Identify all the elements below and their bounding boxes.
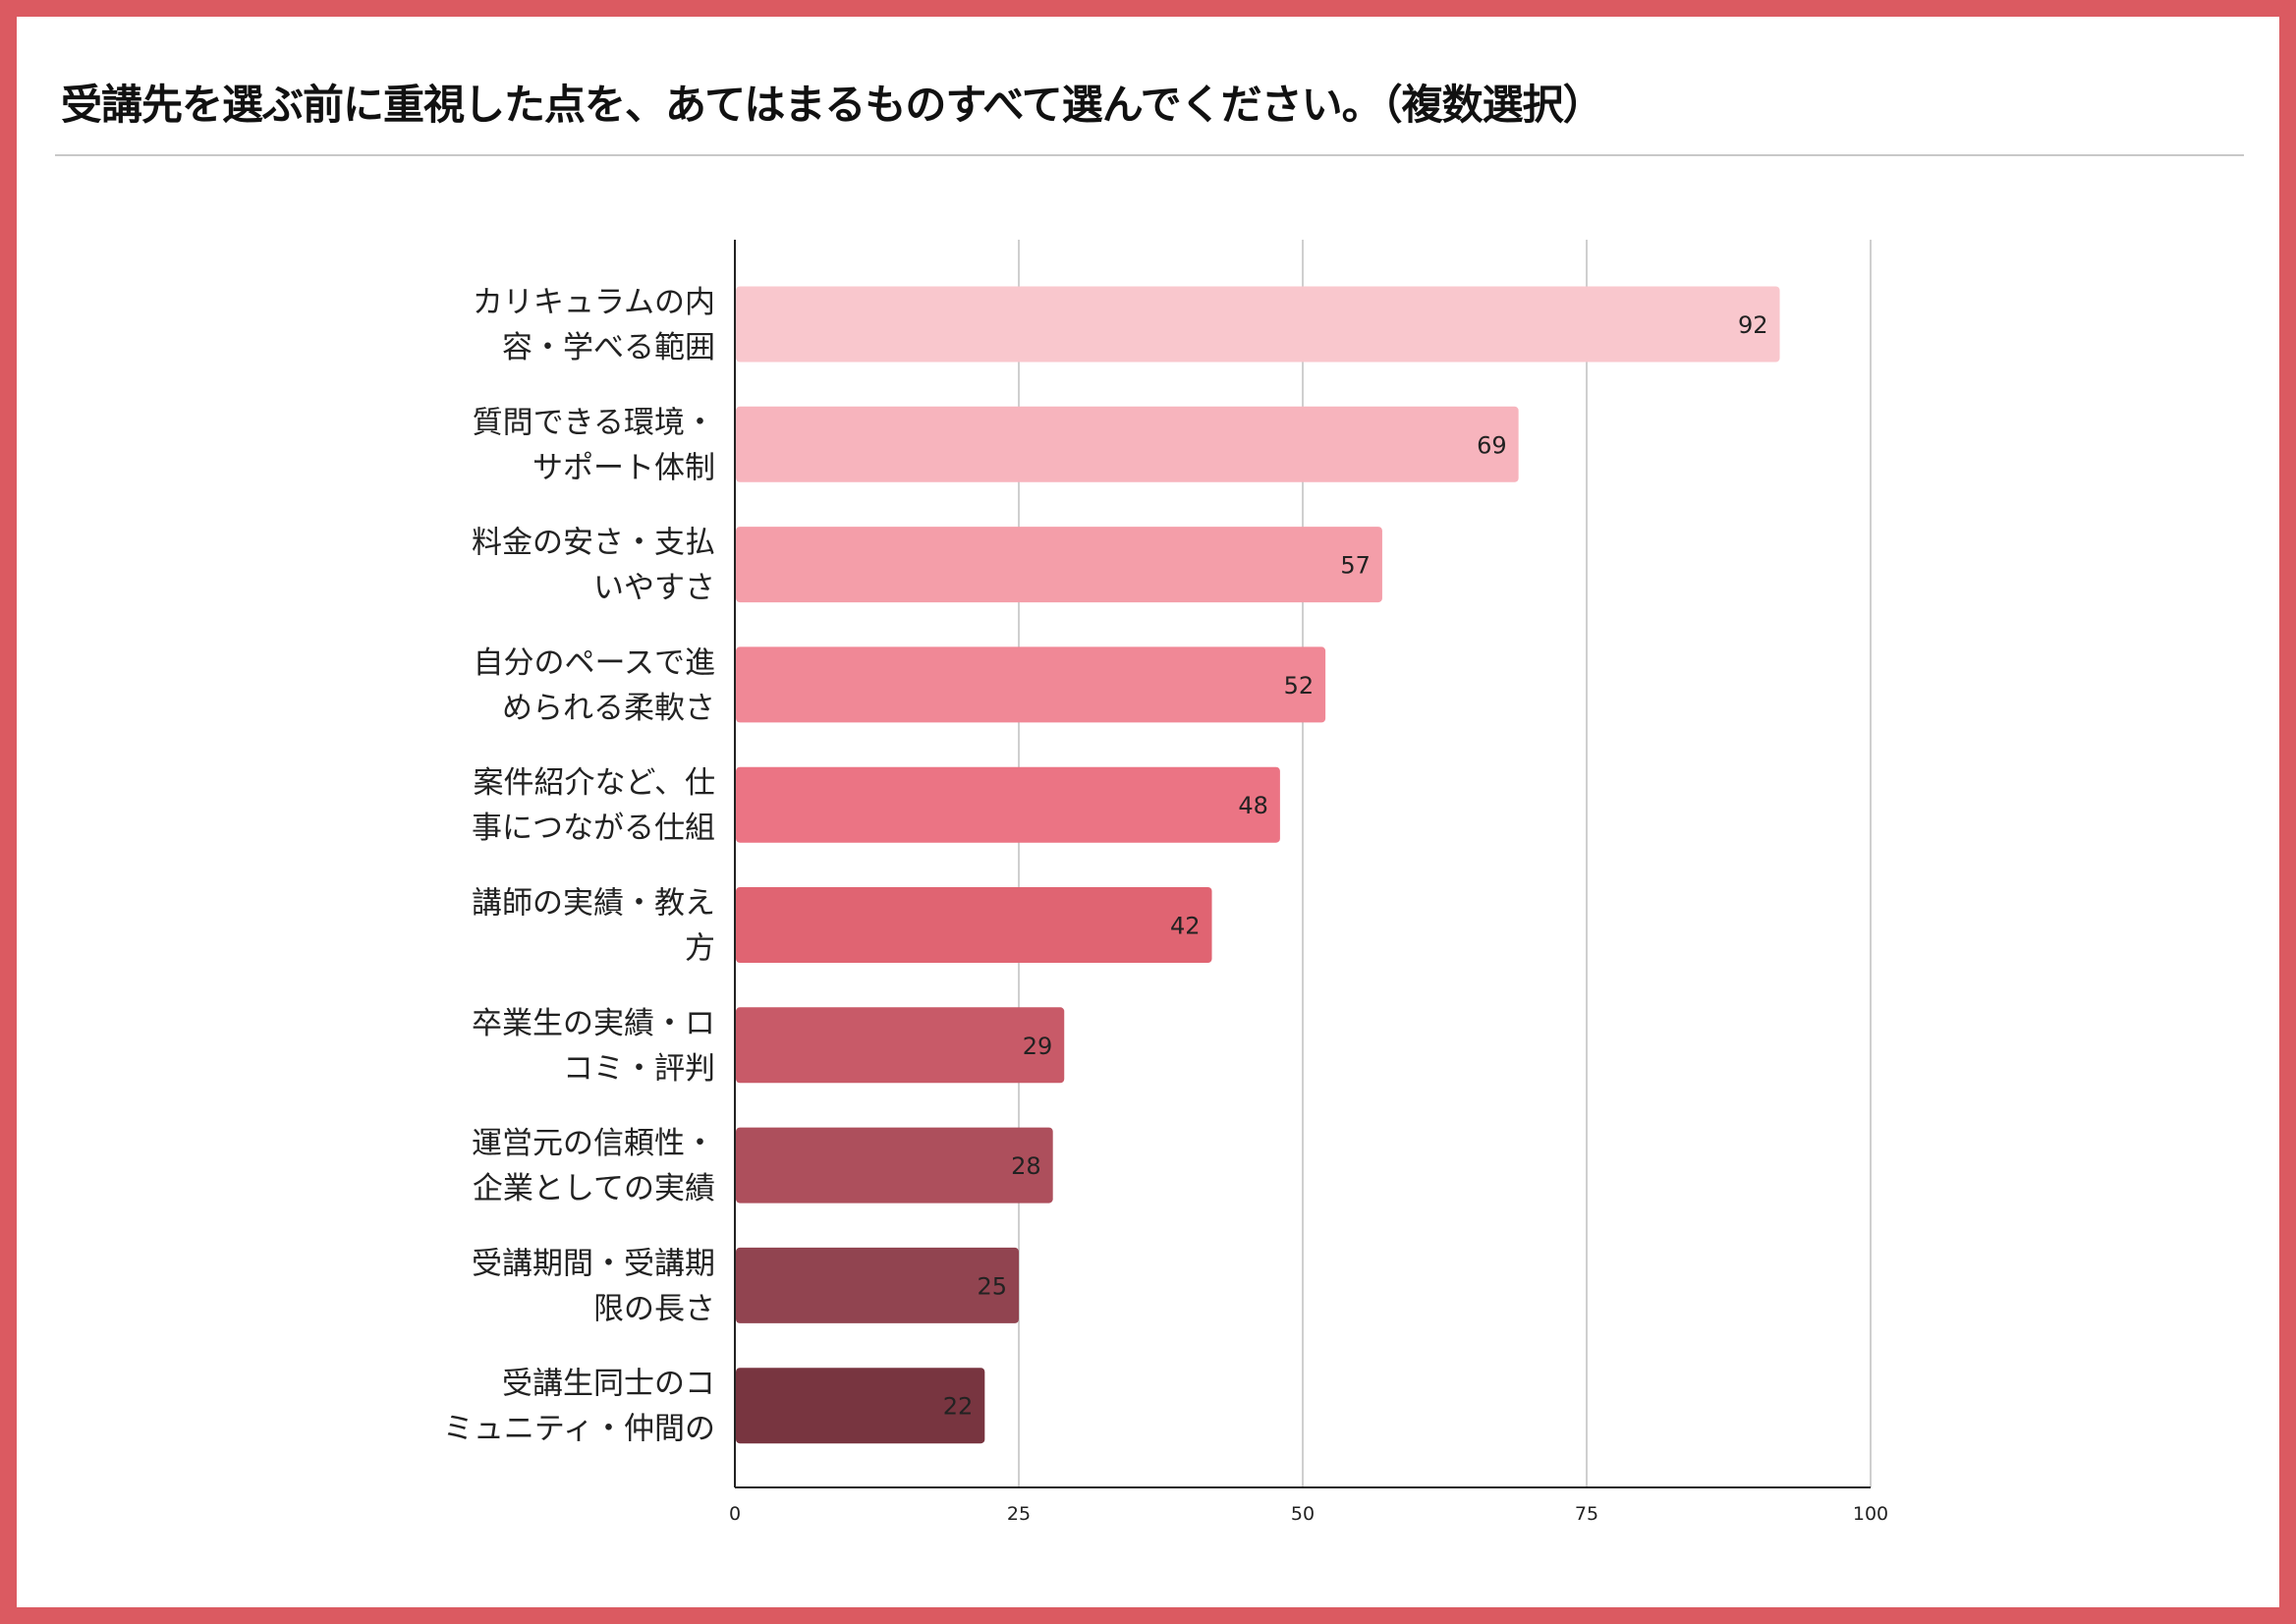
- value-label-5: 48: [1238, 792, 1268, 819]
- category-label-6-line-1: 講師の実績・教え: [472, 886, 715, 922]
- bar-7: [736, 1007, 1065, 1084]
- category-label-6-line-2: 方: [685, 931, 715, 967]
- value-label-3: 57: [1340, 552, 1371, 580]
- category-label-10-line-2: ミュニティ・仲間の: [443, 1412, 715, 1447]
- bars: [736, 286, 1780, 1444]
- category-label-1-line-2: 容・学べる範囲: [502, 330, 715, 365]
- bar-2: [736, 406, 1519, 482]
- category-label-9-line-2: 限の長さ: [593, 1291, 715, 1326]
- x-tick-label-25: 25: [1007, 1503, 1031, 1525]
- value-label-6: 42: [1170, 913, 1201, 940]
- bar-9: [736, 1247, 1019, 1323]
- category-label-4-line-1: 自分のペースで進: [474, 645, 715, 681]
- category-label-8-line-1: 運営元の信頼性・: [472, 1126, 715, 1161]
- category-label-8-line-2: 企業としての実績: [473, 1171, 715, 1206]
- value-label-2: 69: [1477, 431, 1507, 459]
- value-label-1: 92: [1738, 311, 1768, 339]
- bar-10: [736, 1368, 985, 1444]
- x-tick-label-0: 0: [729, 1503, 741, 1525]
- value-label-7: 29: [1023, 1033, 1053, 1060]
- category-label-10-line-1: 受講生同士のコ: [502, 1367, 715, 1402]
- bar-5: [736, 766, 1280, 843]
- category-label-9-line-1: 受講期間・受講期: [472, 1246, 715, 1281]
- chart-title: 受講先を選ぶ前に重視した点を、あてはまるものすべて選んでください。（複数選択）: [61, 81, 1604, 129]
- category-label-7-line-2: コミ・評判: [563, 1051, 715, 1087]
- bar-4: [736, 646, 1326, 723]
- x-tick-label-50: 50: [1291, 1503, 1315, 1525]
- value-label-8: 28: [1011, 1152, 1041, 1180]
- category-labels: カリキュラムの内容・学べる範囲質問できる環境・サポート体制料金の安さ・支払いやす…: [443, 285, 715, 1447]
- bar-3: [736, 527, 1382, 603]
- bar-8: [736, 1127, 1053, 1204]
- bar-1: [736, 286, 1780, 363]
- title-divider: [55, 154, 2244, 156]
- x-tick-label-100: 100: [1853, 1503, 1888, 1525]
- value-label-10: 22: [943, 1393, 974, 1421]
- category-label-5-line-1: 案件紹介など、仕: [474, 765, 715, 801]
- value-labels: 92 69 57 52 48 42 29 28 25 22: [943, 311, 1768, 1421]
- category-label-2-line-1: 質問できる環境・: [473, 405, 715, 440]
- bar-6: [736, 887, 1212, 963]
- category-label-5-line-2: 事につながる仕組: [472, 811, 715, 846]
- category-label-4-line-2: められる柔軟さ: [502, 691, 715, 726]
- bar-chart: カリキュラムの内容・学べる範囲質問できる環境・サポート体制料金の安さ・支払いやす…: [443, 240, 1888, 1525]
- x-tick-label-75: 75: [1575, 1503, 1598, 1525]
- value-label-9: 25: [977, 1272, 1007, 1300]
- category-label-3-line-1: 料金の安さ・支払: [472, 526, 715, 561]
- category-label-1-line-1: カリキュラムの内: [473, 285, 715, 320]
- axes: 0 25 50 75 100: [729, 240, 1888, 1525]
- category-label-2-line-2: サポート体制: [532, 450, 715, 485]
- category-label-7-line-1: 卒業生の実績・ロ: [472, 1006, 715, 1041]
- chart-panel: 受講先を選ぶ前に重視した点を、あてはまるものすべて選んでください。（複数選択） …: [17, 17, 2279, 1607]
- value-label-4: 52: [1284, 672, 1315, 700]
- category-label-3-line-2: いやすさ: [593, 571, 715, 606]
